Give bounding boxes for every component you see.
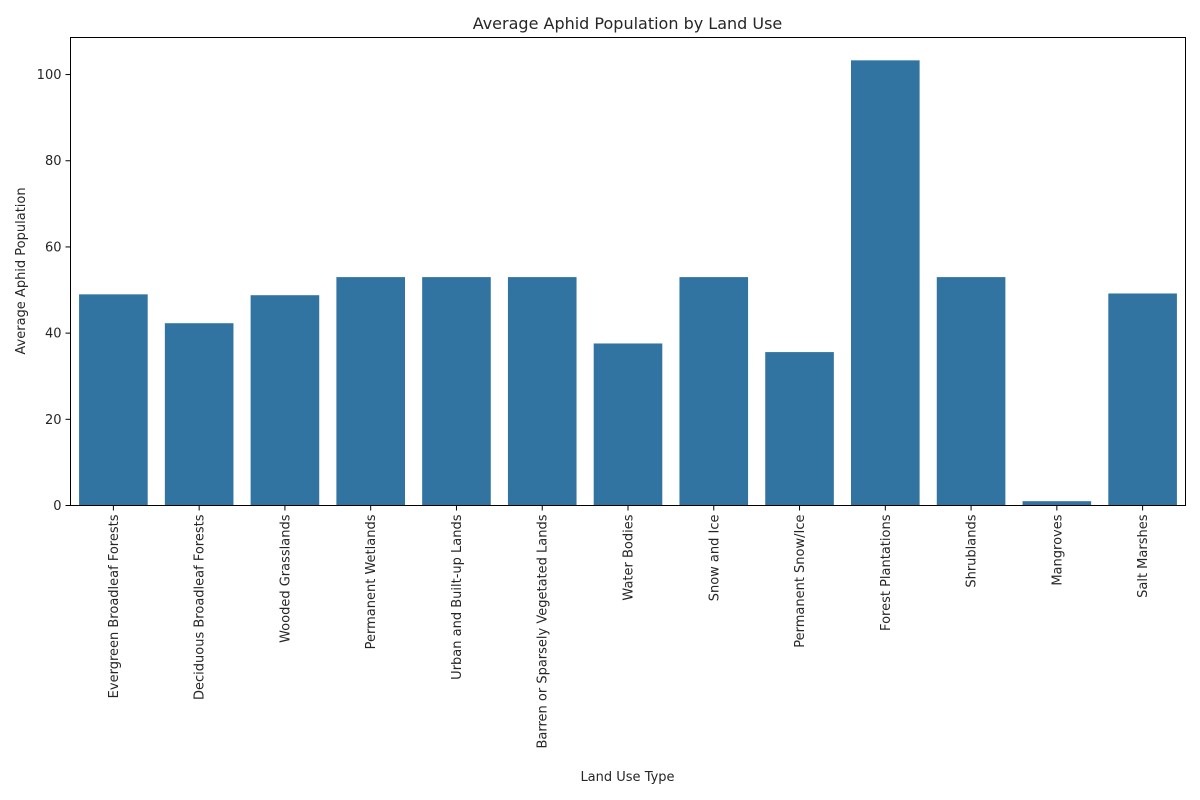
x-tick-label: Urban and Built-up Lands (450, 514, 465, 680)
bar (593, 343, 663, 506)
bars-group (79, 60, 1177, 506)
x-tick-label: Wooded Grasslands (278, 514, 293, 643)
y-tick-label: 0 (53, 499, 61, 514)
x-tick-label: Evergreen Broadleaf Forests (107, 514, 122, 698)
plot-frame (70, 37, 1186, 506)
bar (936, 277, 1006, 506)
x-tick-label: Permanent Wetlands (364, 514, 379, 649)
bar (507, 277, 577, 506)
bar (1108, 293, 1177, 506)
bar (1022, 501, 1092, 506)
bar (422, 277, 491, 506)
y-tick-label: 80 (45, 154, 62, 169)
x-tick-label: Snow and Ice (707, 515, 722, 602)
bar (679, 277, 749, 506)
y-axis-title: Average Aphid Population (14, 187, 29, 354)
y-tick-label: 60 (45, 240, 62, 255)
bar (336, 277, 405, 506)
x-tick-label: Salt Marshes (1136, 514, 1151, 598)
x-axis-title: Land Use Type (580, 770, 674, 785)
x-tick-label: Permanent Snow/Ice (793, 515, 808, 648)
y-tick-label: 100 (37, 68, 62, 83)
x-tick-label: Water Bodies (622, 514, 637, 600)
bar (164, 323, 234, 506)
x-tick-label: Deciduous Broadleaf Forests (193, 514, 208, 700)
y-tick-label: 20 (45, 413, 62, 428)
x-tick-label: Mangroves (1050, 514, 1065, 585)
y-tick-label: 40 (45, 327, 62, 342)
x-axis-ticks: Evergreen Broadleaf Forests Deciduous Bro… (107, 505, 1151, 749)
bar (765, 352, 834, 506)
bar (79, 294, 148, 506)
x-tick-label: Forest Plantations (879, 514, 894, 631)
x-tick-label: Barren or Sparsely Vegetated Lands (536, 514, 551, 748)
y-axis-ticks: 0 20 40 60 80 100 (37, 68, 71, 514)
bar (851, 60, 920, 506)
chart-title: Average Aphid Population by Land Use (473, 14, 783, 33)
x-tick-label: Shrublands (965, 514, 980, 587)
bar (250, 295, 320, 506)
